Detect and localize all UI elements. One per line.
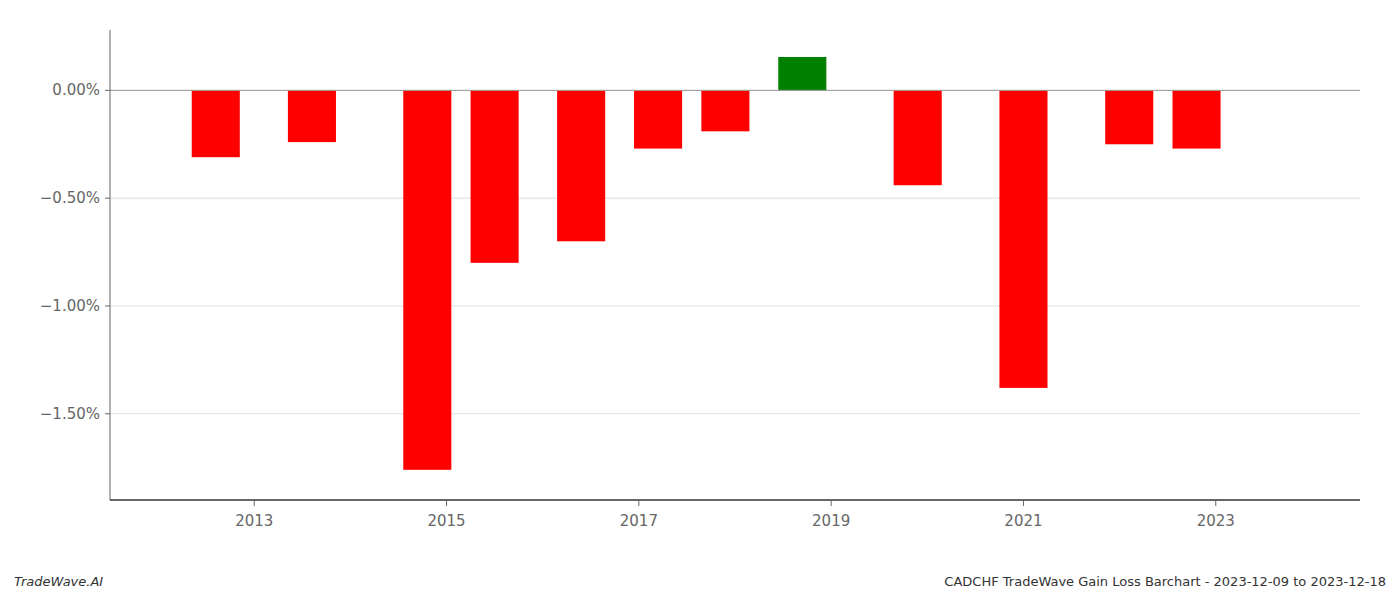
bar xyxy=(288,90,336,142)
x-axis: 2013 2015 2017 2019 2021 2023 xyxy=(110,500,1360,530)
x-tick xyxy=(446,500,447,506)
y-grid xyxy=(110,90,1360,413)
bars xyxy=(192,57,1221,470)
x-tick-label: 2015 xyxy=(427,512,465,530)
bar xyxy=(999,90,1047,388)
y-tick xyxy=(105,90,110,91)
x-tick-label: 2019 xyxy=(812,512,850,530)
bar xyxy=(778,57,826,90)
chart: 0.00%−0.50%−1.00%−1.50%20132015201720192… xyxy=(0,0,1400,600)
bar xyxy=(471,90,519,262)
x-tick-label: 2021 xyxy=(1004,512,1042,530)
grid-line xyxy=(110,198,1360,199)
x-tick-label: 2017 xyxy=(620,512,658,530)
y-tick-label: −1.50% xyxy=(40,405,100,423)
bar xyxy=(557,90,605,241)
bar xyxy=(894,90,942,185)
y-axis-line xyxy=(110,30,111,500)
zero-line xyxy=(110,90,1360,91)
footer-left: TradeWave.AI xyxy=(14,574,103,589)
bar xyxy=(1105,90,1153,144)
y-tick xyxy=(105,305,110,306)
x-tick-label: 2013 xyxy=(235,512,273,530)
x-tick xyxy=(831,500,832,506)
grid-line xyxy=(110,413,1360,414)
bar xyxy=(403,90,451,469)
x-tick xyxy=(254,500,255,506)
x-tick-label: 2023 xyxy=(1197,512,1235,530)
footer-right: CADCHF TradeWave Gain Loss Barchart - 20… xyxy=(944,574,1386,589)
x-axis-line xyxy=(110,499,1360,501)
bar xyxy=(1173,90,1221,148)
grid-line xyxy=(110,90,1360,91)
x-tick xyxy=(1215,500,1216,506)
y-tick xyxy=(105,198,110,199)
x-tick xyxy=(638,500,639,506)
bar xyxy=(634,90,682,148)
y-axis: 0.00% −0.50% −1.00% −1.50% xyxy=(40,81,110,422)
y-tick xyxy=(105,413,110,414)
x-tick xyxy=(1023,500,1024,506)
y-tick-label: −1.00% xyxy=(40,297,100,315)
y-tick-label: 0.00% xyxy=(52,81,100,99)
bar xyxy=(701,90,749,131)
y-tick-label: −0.50% xyxy=(40,189,100,207)
bar xyxy=(192,90,240,157)
grid-line xyxy=(110,305,1360,306)
